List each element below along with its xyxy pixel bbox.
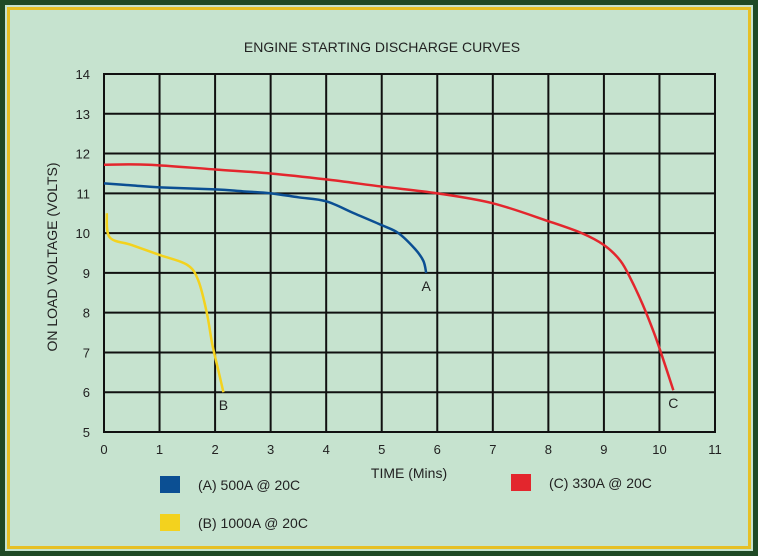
x-tick-label: 11 [708, 442, 722, 457]
y-tick-label: 9 [83, 266, 90, 281]
x-tick-label: 7 [489, 442, 496, 457]
x-tick-label: 9 [600, 442, 607, 457]
legend-swatch-b [160, 514, 180, 531]
plot-area [103, 73, 716, 433]
y-tick-label: 7 [83, 345, 90, 360]
y-tick-label: 8 [83, 306, 90, 321]
legend: (A) 500A @ 20C (B) 1000A @ 20C (C) 330A @ … [160, 474, 652, 531]
legend-label-b: (B) 1000A @ 20C [198, 515, 308, 531]
x-tick-label: 2 [211, 442, 218, 457]
x-tick-label: 5 [378, 442, 385, 457]
curve-label-a: A [421, 278, 431, 294]
series-line-b [105, 213, 225, 393]
chart-title: ENGINE STARTING DISCHARGE CURVES [244, 39, 520, 55]
y-tick-labels: 5 6 7 8 9 10 11 12 13 14 [76, 67, 90, 440]
x-axis-label: TIME (Mins) [371, 465, 447, 481]
x-tick-label: 0 [100, 442, 107, 457]
grid-lines [103, 73, 716, 433]
y-tick-label: 13 [76, 107, 90, 122]
y-tick-label: 10 [76, 226, 90, 241]
legend-label-a: (A) 500A @ 20C [198, 477, 300, 493]
y-tick-label: 5 [83, 425, 90, 440]
series-line-c [103, 163, 675, 391]
y-tick-label: 12 [76, 147, 90, 162]
curve-label-b: B [219, 397, 228, 413]
y-tick-label: 6 [83, 385, 90, 400]
x-tick-label: 10 [652, 442, 666, 457]
y-tick-label: 14 [76, 67, 90, 82]
x-tick-label: 6 [434, 442, 441, 457]
x-tick-label: 3 [267, 442, 274, 457]
curve-end-labels: A B C [219, 278, 679, 413]
y-axis-label: ON LOAD VOLTAGE (VOLTS) [44, 162, 60, 351]
curve-label-c: C [668, 395, 678, 411]
series-line-a [103, 182, 428, 274]
series-lines [103, 163, 675, 393]
x-tick-label: 4 [323, 442, 330, 457]
legend-label-c: (C) 330A @ 20C [549, 475, 652, 491]
legend-swatch-c [511, 474, 531, 491]
x-tick-labels: 0 1 2 3 4 5 6 7 8 9 10 11 [100, 442, 721, 457]
x-tick-label: 1 [156, 442, 163, 457]
x-tick-label: 8 [545, 442, 552, 457]
y-tick-label: 11 [77, 186, 91, 201]
legend-swatch-a [160, 476, 180, 493]
